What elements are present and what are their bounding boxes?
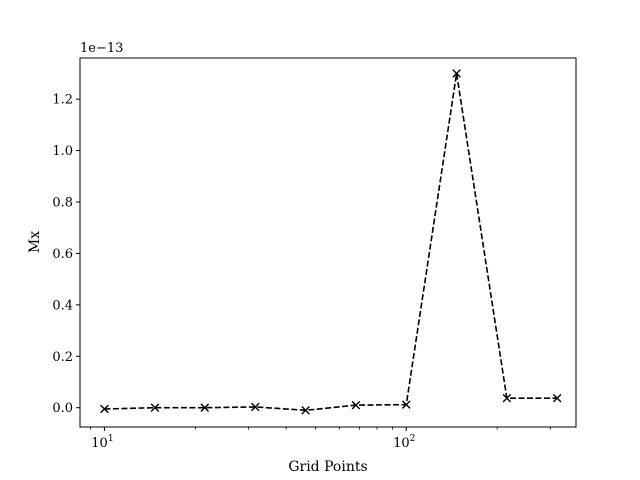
data-point — [200, 403, 210, 413]
data-point — [401, 400, 411, 409]
data-point — [452, 69, 461, 78]
data-point — [552, 393, 562, 403]
data-point — [351, 400, 361, 410]
y-tick-label: 1.0 — [52, 144, 73, 159]
y-tick-label: 0.4 — [52, 298, 73, 313]
data-point — [502, 393, 512, 403]
x-tick-label: 101 — [91, 434, 113, 451]
x-axis-label: Grid Points — [288, 459, 367, 475]
y-offset-label: 1e−13 — [80, 41, 123, 56]
data-point — [100, 404, 109, 414]
y-tick-label: 0.6 — [52, 247, 73, 262]
data-point — [150, 403, 160, 413]
y-tick-label: 0.8 — [52, 196, 73, 211]
y-tick-label: 0.0 — [52, 401, 73, 416]
x-tick-label: 102 — [393, 434, 415, 451]
axes-frame — [79, 57, 577, 428]
data-point — [250, 402, 260, 412]
plot-area: 0.0 0.2 0.4 0.6 0.8 1.0 1.2 101 102 — [52, 57, 577, 451]
series-line — [104, 73, 558, 412]
data-point — [301, 405, 310, 415]
y-axis-label: Mx — [27, 231, 43, 253]
y-tick-label: 1.2 — [52, 93, 73, 108]
y-tick-label: 0.2 — [52, 350, 73, 365]
